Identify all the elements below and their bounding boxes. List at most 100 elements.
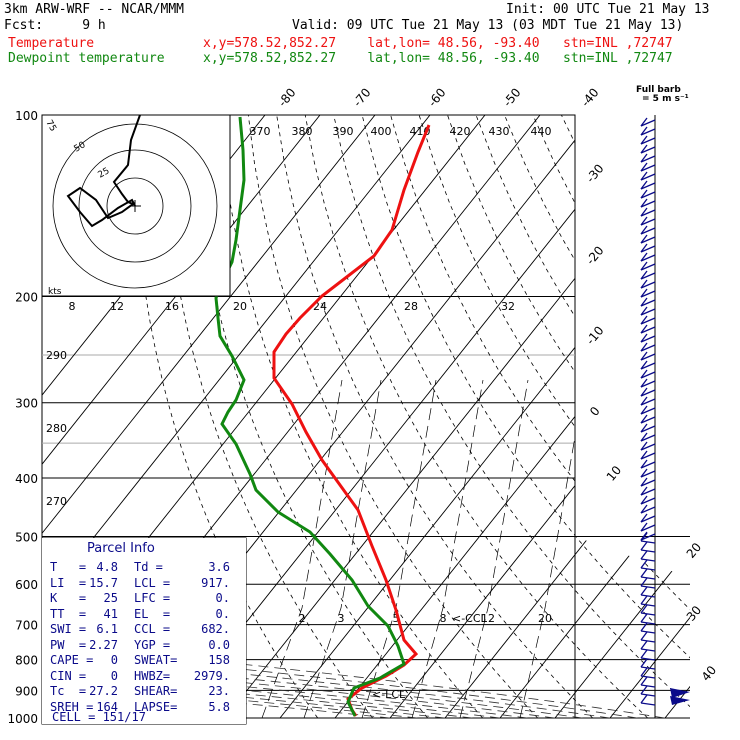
dry-adiabat [276,115,593,718]
isotherm-label-right: -30 [583,161,606,185]
parcel-info-cell: 164 [96,699,118,714]
init-time: Init: 00 UTC Tue 21 May 13 [506,2,710,17]
wind-barb-flag [640,297,648,307]
wind-barb-flag [640,504,648,514]
wind-barb-flag [640,315,648,325]
theta-label-left: 290 [46,349,67,362]
isobar-label: 300 [15,397,38,411]
wind-barb-pennant [670,688,690,698]
parcel-info-cell: HWBZ= [134,668,171,683]
isobar-label: 1000 [7,712,38,726]
parcel-info-cell: 23. [208,684,230,698]
wind-barb [640,515,656,523]
parcel-info-cell: 0. [215,591,230,605]
wind-barb-flag [640,288,648,298]
dry-adiabat [504,115,690,718]
mixing-ratio-label: 8 [440,612,447,625]
mixing-ratio-label: 3 [338,612,345,625]
wind-barb [640,693,656,697]
wind-barb [640,200,656,208]
wind-barb-flag [640,342,648,352]
wind-barb [640,470,656,478]
parcel-info-cell: 25 [103,591,118,605]
hodograph-ring [106,177,164,235]
isotherm-label-right: -10 [583,323,606,347]
parcel-info-cell: SWI = [50,622,87,636]
wind-barb [640,272,656,280]
wind-barb-flag [640,685,648,695]
wind-barb-flag [640,414,648,424]
wind-barb-flag [640,541,648,551]
wind-barb [640,164,656,172]
dry-adiabat [219,115,483,718]
wind-barb [640,533,656,541]
theta-label: 400 [371,125,392,138]
isotherm-label-top: -60 [425,85,448,109]
wind-barb-flag [640,171,648,181]
mixing-ratio-line [261,379,343,718]
wind-barb [640,398,656,406]
model-title: 3km ARW-WRF -- NCAR/MMM [4,2,185,17]
isobar-label: 500 [15,530,38,544]
wind-barb-flag [640,324,648,334]
parcel-info-cell: LI = [50,575,87,590]
parcel-info-cell: TT = [50,606,87,621]
isotherm-label-top: -40 [578,85,601,109]
wind-barb [640,119,656,127]
wind-barb-flag [640,423,648,433]
mixing-ratio-label: 2 [299,612,306,625]
parcel-info-cell: LAPSE= [134,699,178,714]
isotherm-label-top: -50 [500,85,523,109]
wind-barb-flag [640,550,648,560]
wind-barb-flag [640,207,648,217]
parcel-info-cell: LCL = [134,575,171,590]
wind-barb-flag [640,252,648,262]
dry-adiabat [134,115,319,718]
parcel-info-cell: 0 [110,668,118,683]
inset-temp-axis-label: 20 [233,300,247,313]
isotherm-line [42,115,376,718]
isobar-label: 400 [15,472,38,486]
wind-barb-flag [640,396,648,406]
dry-adiabat [674,115,690,718]
wind-barb-flag [640,351,648,361]
moist-adiabat [42,296,666,718]
wind-barb-flag [640,405,648,415]
wind-barb [640,488,656,496]
wind-barb-flag [640,216,648,226]
parcel-info-cell: Tc = [50,684,87,698]
wind-barb-flag [640,162,648,172]
wind-barb [640,684,656,688]
inset-temp-axis-label: 32 [501,300,515,313]
barb-key-unit: = 5 m s⁻¹ [642,94,689,104]
inset-temp-axis-label: 28 [404,300,418,313]
wind-barb-flag [640,225,648,235]
wind-barb-flag [640,604,648,614]
wind-barb-flag [640,694,648,704]
moist-adiabat [42,296,583,718]
wind-barb-flag [640,513,648,523]
parcel-info-title: Parcel Info [87,541,155,556]
dry-adiabat [162,115,374,718]
wind-barb [640,281,656,289]
wind-barb-flag [640,306,648,316]
wind-barb-flag [640,477,648,487]
wind-barb [640,621,656,625]
isotherm-label-right: 20 [684,540,705,561]
wind-barb [640,218,656,226]
wind-barb-flag [640,432,648,442]
wind-barb-flag [640,667,648,677]
wind-barb [640,344,656,352]
mixing-ratio-line [303,379,382,718]
wind-barb [640,389,656,397]
wind-barb-flag [640,622,648,632]
parcel-info-cell: SHEAR= [134,684,178,698]
wind-barb-pennant [670,696,690,705]
isotherm-label-top: -70 [350,85,373,109]
isotherm-line [389,115,690,718]
parcel-info-cell: SWEAT= [134,653,178,667]
wind-barb [640,594,656,598]
lcl-marker: <-LCL [372,688,406,701]
wind-barb [640,173,656,181]
dewpoint-legend: Dewpoint temperature [8,51,165,66]
